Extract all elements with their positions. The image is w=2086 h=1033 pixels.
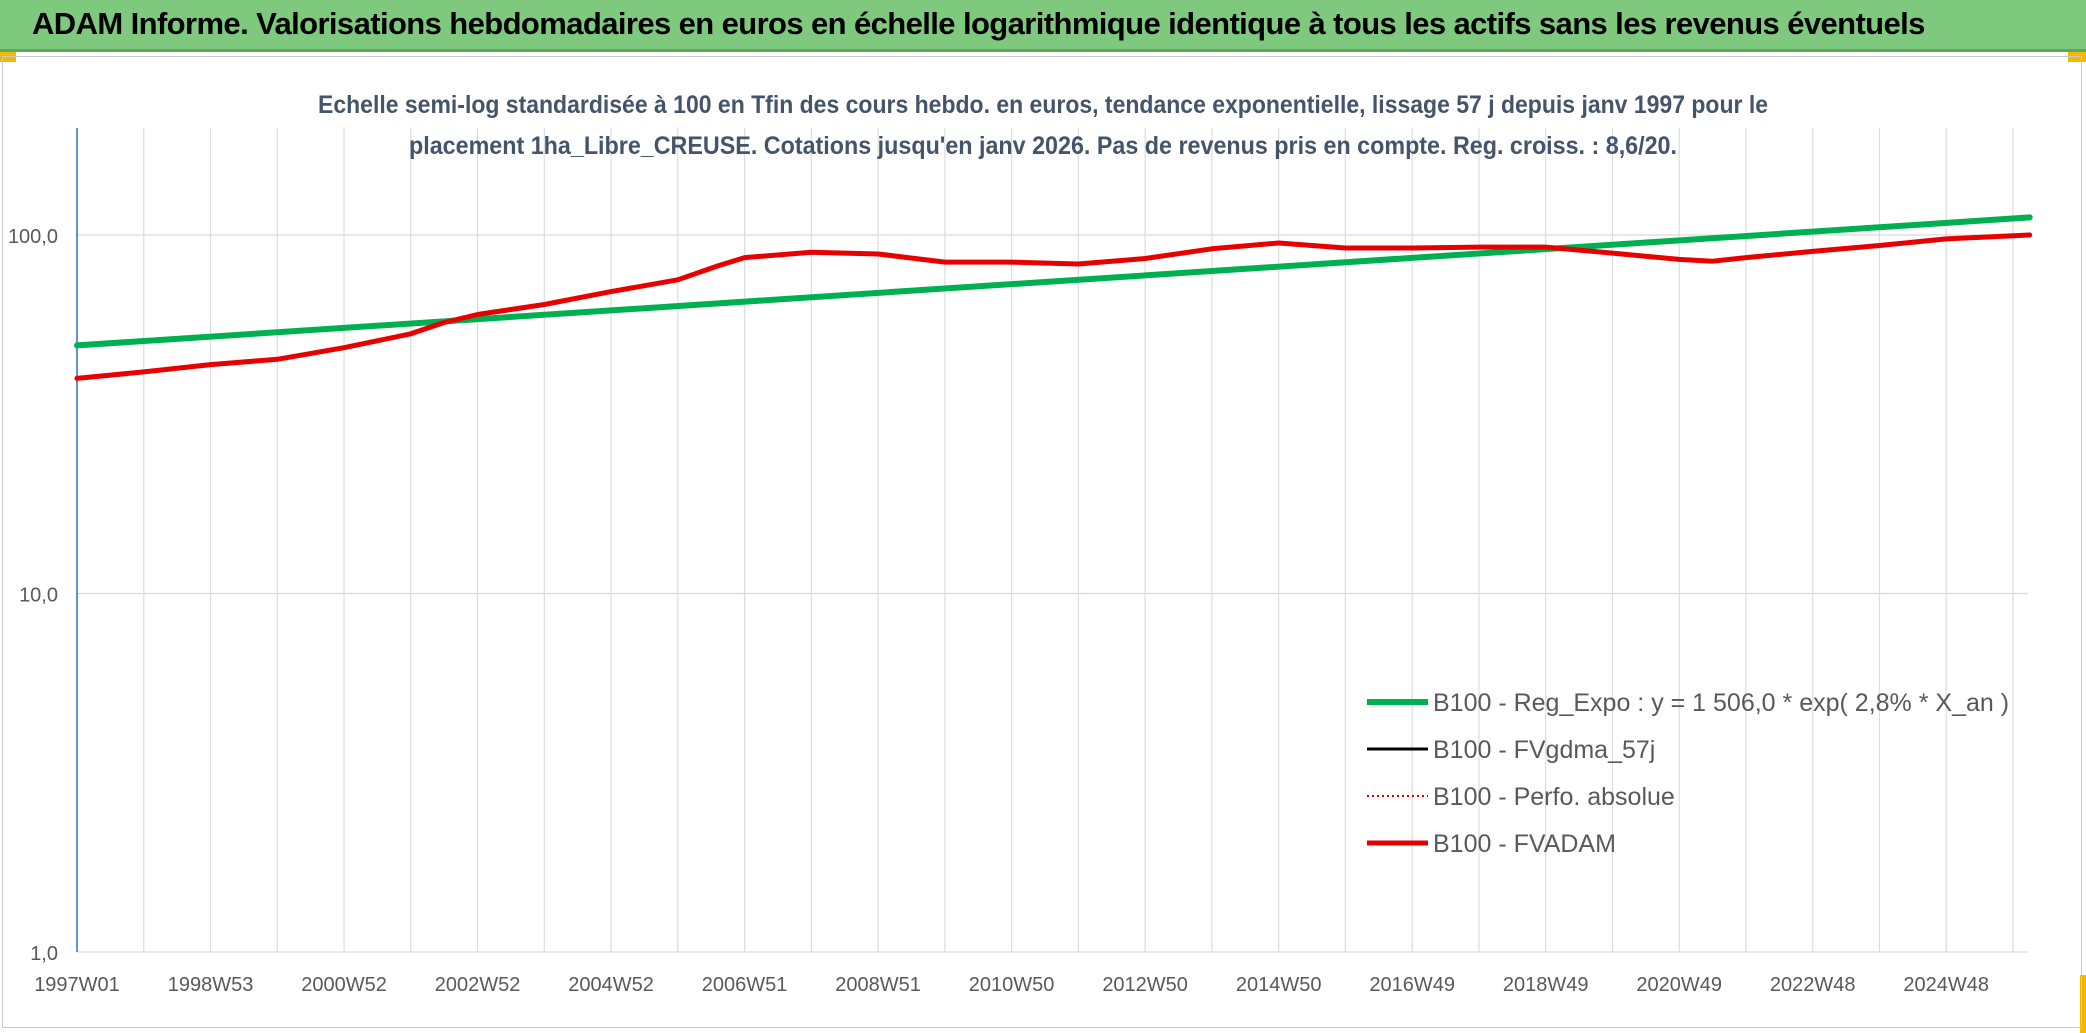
- y-tick-label: 1,0: [30, 943, 58, 965]
- x-tick-label: 2004W52: [568, 974, 654, 996]
- grid-lines: [77, 128, 2028, 953]
- x-tick-label: 2000W52: [301, 974, 387, 996]
- report-header: ADAM Informe. Valorisations hebdomadaire…: [0, 0, 2086, 52]
- legend-label: B100 - Perfo. absolue: [1433, 783, 1675, 811]
- x-tick-label: 2018W49: [1503, 974, 1589, 996]
- x-tick-label: 1998W53: [168, 974, 254, 996]
- x-tick-label: 2024W48: [1903, 974, 1989, 996]
- corner-marker-left: [0, 52, 16, 62]
- x-tick-label: 2020W49: [1636, 974, 1722, 996]
- legend-entry: B100 - FVgdma_57j: [1367, 736, 1655, 764]
- chart-legend: B100 - Reg_Expo : y = 1 506,0 * exp( 2,8…: [1367, 689, 2009, 858]
- corner-marker-bottom-right: [2080, 975, 2086, 1033]
- legend-entry: B100 - Reg_Expo : y = 1 506,0 * exp( 2,8…: [1367, 689, 2009, 717]
- x-tick-label: 2008W51: [835, 974, 921, 996]
- legend-entry: B100 - Perfo. absolue: [1367, 783, 1675, 811]
- x-tick-label: 2022W48: [1770, 974, 1856, 996]
- chart-frame: [2, 56, 2082, 1028]
- x-tick-label: 2010W50: [969, 974, 1055, 996]
- chart-title: Echelle semi-log standardisée à 100 en T…: [318, 91, 1768, 119]
- legend-label: B100 - FVgdma_57j: [1433, 736, 1655, 764]
- x-tick-labels: 1997W01 1998W53 2000W52 2002W52 2004W52 2006W…: [34, 974, 1989, 996]
- x-tick-label: 2016W49: [1369, 974, 1455, 996]
- legend-label: B100 - Reg_Expo : y = 1 506,0 * exp( 2,8…: [1433, 689, 2009, 717]
- series-line-0: [74, 214, 2033, 349]
- chart-subtitle: placement 1ha_Libre_CREUSE. Cotations ju…: [409, 132, 1677, 160]
- y-tick-label: 10,0: [19, 585, 58, 607]
- y-tick-labels: 1,0 10,0 100,0: [8, 226, 58, 965]
- legend-entry: B100 - FVADAM: [1367, 830, 1616, 858]
- report-title: ADAM Informe. Valorisations hebdomadaire…: [32, 6, 1925, 41]
- x-tick-label: 2002W52: [435, 974, 521, 996]
- series-layer: [74, 214, 2033, 381]
- corner-marker-right: [2068, 52, 2086, 62]
- y-tick-label: 100,0: [8, 226, 58, 248]
- x-tick-label: 2014W50: [1236, 974, 1322, 996]
- x-tick-label: 1997W01: [34, 974, 120, 996]
- x-tick-label: 2006W51: [702, 974, 788, 996]
- series-line-3: [74, 232, 2033, 381]
- legend-label: B100 - FVADAM: [1433, 830, 1616, 858]
- x-tick-label: 2012W50: [1102, 974, 1188, 996]
